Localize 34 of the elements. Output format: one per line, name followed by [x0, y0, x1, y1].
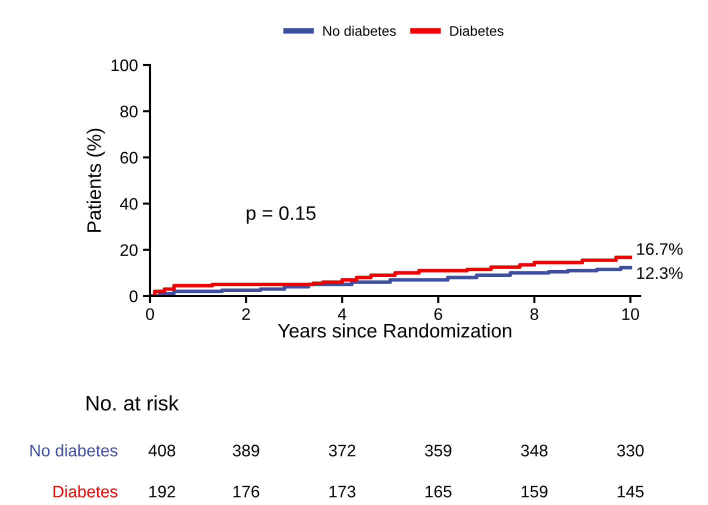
legend-label: Diabetes — [450, 26, 504, 36]
text: 348 — [521, 444, 548, 456]
annotation: 16.7% — [637, 243, 683, 255]
text: 176 — [233, 486, 260, 498]
y-axis-title: Patients (%) — [86, 128, 105, 232]
y-tick-label: 80 — [120, 106, 138, 118]
y-tick-label: 100 — [112, 59, 138, 72]
text: 408 — [148, 444, 176, 456]
annotation: p = 0.15 — [246, 206, 316, 224]
x-tick-label: 8 — [530, 308, 538, 320]
text: 372 — [328, 444, 356, 456]
text: 165 — [426, 486, 452, 498]
x-axis-title: Years since Randomization — [278, 323, 512, 338]
y-tick-label: 60 — [120, 152, 138, 164]
text: 192 — [149, 486, 176, 498]
text: 145 — [618, 486, 644, 498]
text: 359 — [424, 444, 452, 456]
text: 173 — [330, 486, 356, 498]
text: 330 — [617, 444, 644, 456]
text: 159 — [522, 486, 548, 498]
text: No diabetes — [30, 444, 118, 456]
text: No. at risk — [86, 395, 179, 411]
x-tick-label: 10 — [622, 308, 640, 320]
x-tick-label: 6 — [434, 308, 442, 320]
y-tick-label: 40 — [120, 198, 138, 210]
y-tick-label: 20 — [120, 244, 138, 256]
x-tick-label: 4 — [338, 308, 346, 320]
y-tick-label: 0 — [130, 290, 138, 302]
text: 389 — [232, 444, 260, 456]
annotation: 12.3% — [637, 267, 683, 280]
x-tick-label: 2 — [242, 308, 250, 320]
text: Diabetes — [54, 485, 118, 498]
legend-label: No diabetes — [323, 26, 396, 36]
x-tick-label: 0 — [146, 308, 154, 320]
